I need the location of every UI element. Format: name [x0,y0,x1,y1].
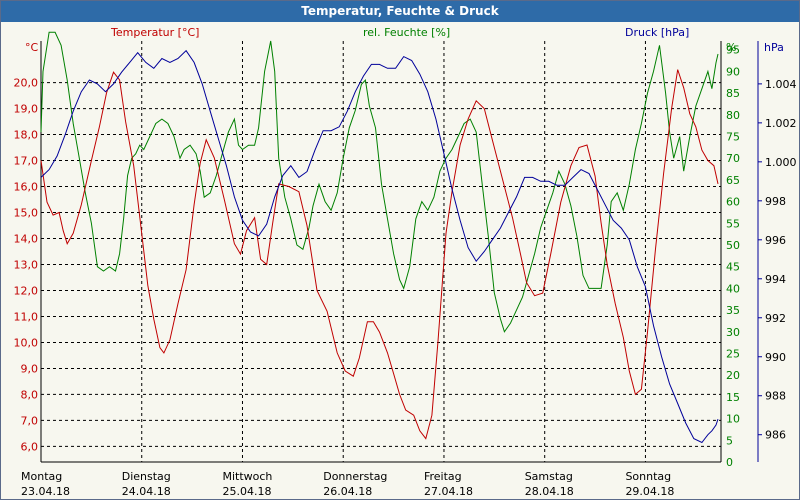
temperature-line [40,69,719,440]
humidity-tick-label: 35 [726,304,740,317]
humidity-tick-label: 95 [726,44,740,57]
humidity-tick-label: 75 [726,130,740,143]
temperature-tick-label: 7,0 [21,414,39,427]
pressure-unit-label: hPa [764,41,784,54]
pressure-tick-label: 994 [765,273,786,286]
day-label: Mittwoch [222,470,272,483]
temperature-tick-label: 8,0 [21,388,39,401]
temperature-tick-label: 10,0 [14,336,39,349]
temperature-unit-label: °C [25,41,39,54]
date-label: 23.04.18 [21,485,70,498]
day-label: Samstag [525,470,573,483]
pressure-tick-label: 1.004 [765,78,797,91]
date-label: 27.04.18 [424,485,473,498]
pressure-tick-label: 1.000 [765,156,797,169]
humidity-tick-label: 5 [726,434,733,447]
temperature-tick-label: 15,0 [14,207,39,220]
pressure-tick-label: 988 [765,390,786,403]
humidity-tick-label: 80 [726,109,740,122]
temperature-tick-label: 12,0 [14,284,39,297]
humidity-tick-label: 90 [726,65,740,78]
pressure-line [40,49,719,444]
date-label: 25.04.18 [222,485,271,498]
date-label: 26.04.18 [323,485,372,498]
series [40,31,719,444]
date-label: 29.04.18 [625,485,674,498]
temperature-tick-label: 17,0 [14,155,39,168]
temperature-tick-label: 6,0 [21,440,39,453]
temperature-tick-label: 16,0 [14,181,39,194]
legend-temperature: Temperatur [°C] [110,26,199,39]
axes: °C % hPa Temperatur [°C] rel. Feuchte [%… [14,26,797,498]
humidity-tick-label: 40 [726,282,740,295]
humidity-tick-label: 10 [726,413,740,426]
humidity-tick-label: 55 [726,217,740,230]
pressure-tick-label: 1.002 [765,117,797,130]
pressure-tick-label: 992 [765,312,786,325]
humidity-tick-label: 50 [726,239,740,252]
humidity-tick-label: 20 [726,369,740,382]
humidity-tick-label: 30 [726,326,740,339]
humidity-tick-label: 25 [726,347,740,360]
temperature-tick-label: 19,0 [14,103,39,116]
temperature-tick-label: 14,0 [14,233,39,246]
date-label: 24.04.18 [122,485,171,498]
pressure-tick-label: 986 [765,429,786,442]
window-title: Temperatur, Feuchte & Druck [1,1,799,22]
legend-humidity: rel. Feuchte [%] [363,26,450,39]
pressure-tick-label: 996 [765,234,786,247]
pressure-tick-label: 990 [765,351,786,364]
pressure-tick-label: 998 [765,195,786,208]
humidity-tick-label: 60 [726,196,740,209]
humidity-tick-label: 65 [726,174,740,187]
date-label: 28.04.18 [525,485,574,498]
humidity-tick-label: 70 [726,152,740,165]
temperature-tick-label: 11,0 [14,310,39,323]
humidity-tick-label: 85 [726,87,740,100]
humidity-unit-label: % [726,41,736,54]
humidity-line [40,31,719,333]
temperature-tick-label: 13,0 [14,258,39,271]
day-label: Freitag [424,470,462,483]
temperature-tick-label: 9,0 [21,362,39,375]
temperature-tick-label: 18,0 [14,129,39,142]
temperature-tick-label: 20,0 [14,77,39,90]
humidity-tick-label: 45 [726,261,740,274]
day-label: Sonntag [625,470,671,483]
day-label: Montag [21,470,62,483]
grid [41,41,721,462]
legend-pressure: Druck [hPa] [625,26,689,39]
humidity-tick-label: 15 [726,391,740,404]
humidity-tick-label: 0 [726,456,733,469]
day-label: Dienstag [122,470,171,483]
day-label: Donnerstag [323,470,387,483]
